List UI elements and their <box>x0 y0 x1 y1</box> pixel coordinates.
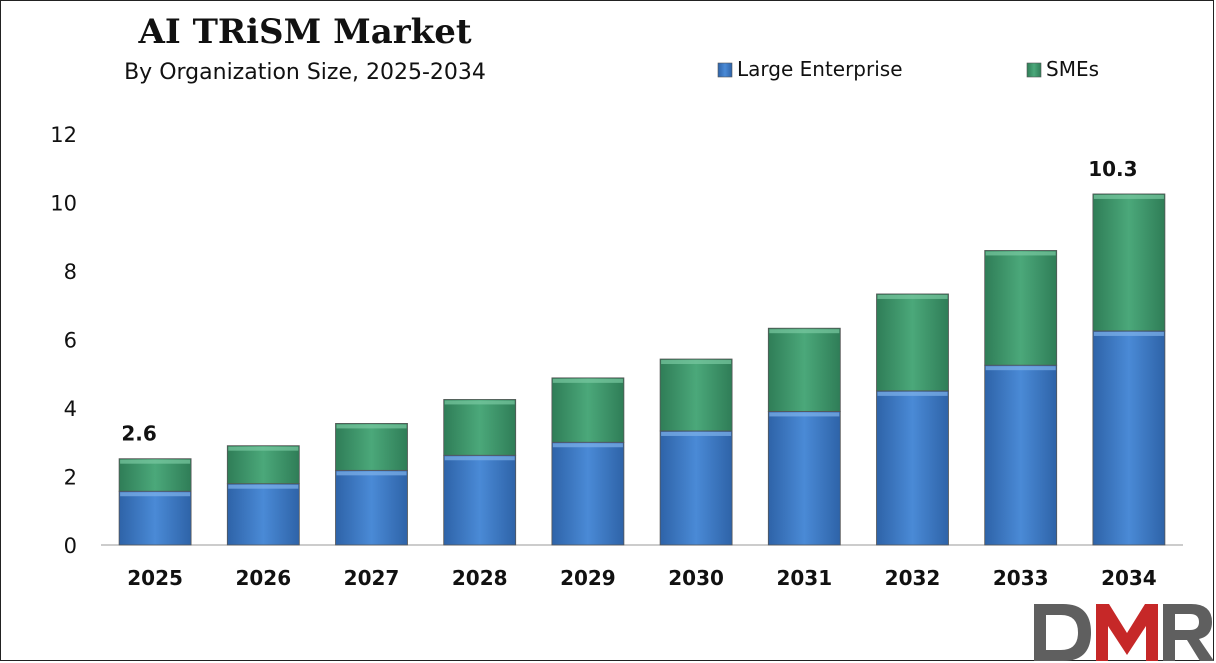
data-labels: 2.6 10.3 <box>121 157 1137 446</box>
bar-highlight <box>120 492 191 497</box>
x-tick-label: 2030 <box>668 566 724 590</box>
bar-highlight <box>1093 331 1164 336</box>
y-tick-label: 2 <box>64 466 77 490</box>
data-label-2034: 10.3 <box>1088 157 1137 181</box>
bar-smes-2025 <box>118 458 192 492</box>
x-tick-label: 2025 <box>127 566 183 590</box>
x-tick-label: 2029 <box>560 566 616 590</box>
bar-large-enterprise-2029 <box>551 441 625 546</box>
chart-subtitle: By Organization Size, 2025-2034 <box>124 60 486 85</box>
legend-label-large-enterprise: Large Enterprise <box>737 57 903 81</box>
y-tick-label: 10 <box>50 192 77 216</box>
legend: Large Enterprise SMEs <box>717 57 1099 81</box>
y-tick-label: 12 <box>50 123 77 147</box>
bar-highlight <box>228 446 299 451</box>
bar-large-enterprise-2027 <box>335 469 408 546</box>
bar-highlight <box>769 329 840 334</box>
x-tick-label: 2031 <box>776 566 832 590</box>
chart-title: AI TRiSM Market <box>137 12 471 52</box>
x-tick-label: 2033 <box>993 566 1049 590</box>
bar-highlight <box>877 391 948 396</box>
bars <box>118 193 1166 546</box>
bar-smes-2034 <box>1092 193 1166 332</box>
legend-label-smes: SMEs <box>1046 57 1099 81</box>
x-tick-label: 2032 <box>885 566 941 590</box>
bar-highlight <box>444 456 515 461</box>
bar-large-enterprise-2031 <box>767 411 841 546</box>
bar-highlight <box>120 459 191 464</box>
bar-highlight <box>336 471 407 476</box>
bar-large-enterprise-2032 <box>876 390 949 546</box>
axes: 0 2 4 6 8 10 12 2025 2026 2027 2028 2029 2030 2031 203… <box>50 123 1183 590</box>
bar-highlight <box>661 431 732 436</box>
x-tick-label: 2027 <box>344 566 400 590</box>
bar-highlight <box>661 360 732 365</box>
y-tick-label: 4 <box>64 397 77 421</box>
legend-swatch-smes <box>1026 62 1042 78</box>
bar-highlight <box>228 484 299 489</box>
bar-highlight <box>985 251 1056 256</box>
bar-highlight <box>985 366 1056 371</box>
bar-highlight <box>769 412 840 417</box>
bar-smes-2032 <box>876 293 949 392</box>
bar-highlight <box>1093 194 1164 199</box>
x-tick-label: 2026 <box>235 566 291 590</box>
bar-smes-2027 <box>335 423 408 471</box>
x-tick-label: 2028 <box>452 566 508 590</box>
y-tick-label: 6 <box>64 329 77 353</box>
bar-smes-2031 <box>767 327 841 412</box>
bar-highlight <box>336 424 407 429</box>
legend-swatch-large-enterprise <box>717 62 733 78</box>
dmr-logo <box>1034 604 1214 661</box>
bar-highlight <box>877 294 948 299</box>
bar-highlight <box>552 443 623 448</box>
data-label-2025: 2.6 <box>121 422 156 446</box>
bar-smes-2029 <box>551 377 625 443</box>
bar-large-enterprise-2033 <box>984 364 1058 546</box>
y-tick-label: 8 <box>64 260 77 284</box>
bar-smes-2030 <box>659 358 733 432</box>
bar-highlight <box>444 400 515 405</box>
bar-large-enterprise-2030 <box>659 430 733 546</box>
bar-highlight <box>552 378 623 383</box>
bar-smes-2026 <box>226 445 300 485</box>
y-tick-label: 0 <box>64 534 77 558</box>
bar-smes-2033 <box>984 250 1058 366</box>
bar-large-enterprise-2028 <box>443 454 517 546</box>
bar-smes-2028 <box>443 399 517 456</box>
bar-large-enterprise-2026 <box>226 483 300 546</box>
bar-large-enterprise-2034 <box>1092 330 1166 546</box>
bar-large-enterprise-2025 <box>118 490 192 546</box>
x-tick-label: 2034 <box>1101 566 1157 590</box>
